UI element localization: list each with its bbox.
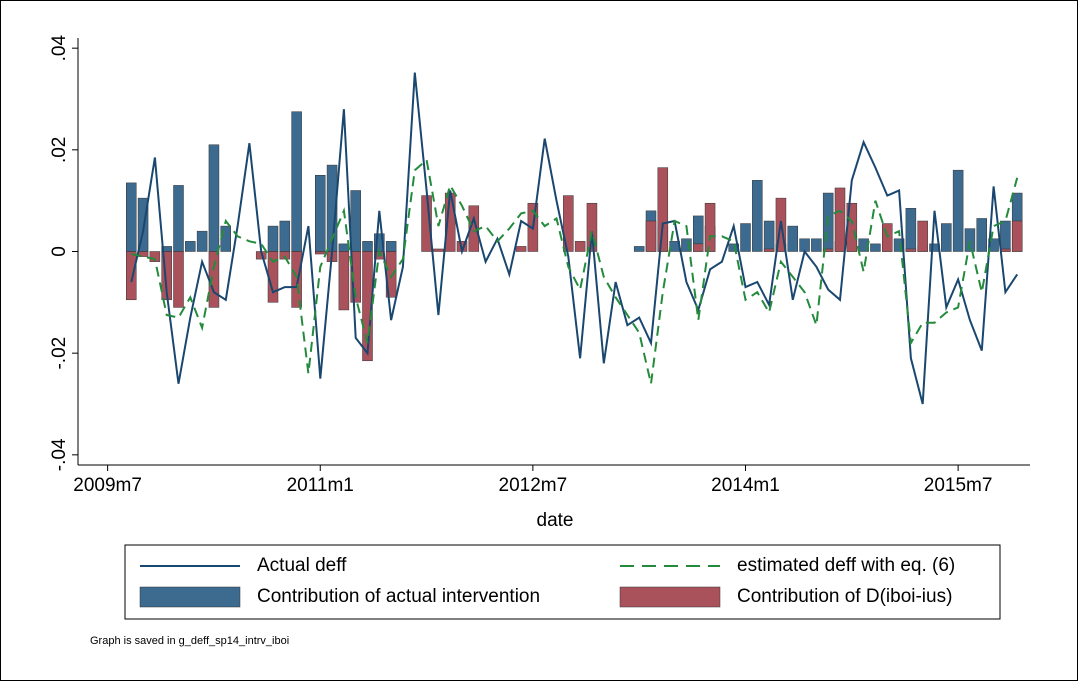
y-tick-label: 0 [49,246,70,257]
bar [208,144,220,252]
y-tick-label: -.02 [49,337,70,370]
bar [338,243,350,252]
legend-label: estimated deff with eq. (6) [737,555,955,576]
bar [1000,220,1011,252]
bar [315,251,326,255]
bar [893,238,905,252]
bar [149,251,161,262]
legend-label: Actual deff [257,555,347,576]
bar [681,238,692,252]
bar [704,202,716,252]
bar [1011,220,1023,252]
bar [657,167,669,252]
bar [185,241,196,252]
bar [763,220,775,252]
bar [574,241,586,252]
bar [350,190,361,252]
y-tick-label: -.04 [49,438,70,471]
bar [752,180,763,252]
bar [220,225,231,252]
bar [267,225,279,252]
bar [941,223,952,252]
x-tick-label: 2011m1 [287,475,354,496]
bar [917,220,928,252]
bar [811,238,822,252]
bar [905,208,917,252]
bar [173,251,184,308]
x-tick-label: 2015m7 [924,475,993,496]
bar [1000,248,1011,252]
bar [385,241,397,252]
bar [870,243,881,252]
legend-label: Contribution of D(iboi-ius) [737,586,952,607]
bar [315,175,326,252]
line [131,158,1019,384]
bar [350,251,361,303]
bar [126,251,137,301]
bar [338,251,350,311]
x-tick-label: 2012m7 [499,475,568,496]
legend-box [124,544,1001,620]
bar [196,230,208,252]
y-tick-label: .02 [49,137,70,163]
bar [362,241,373,252]
bar [952,169,964,252]
bar [633,246,645,252]
bar [763,248,775,252]
legend-symbol [619,586,721,608]
bar [882,223,893,252]
note: Graph is saved in g_deff_sp14_intrv_iboi [90,635,289,647]
x-tick-label: 2014m1 [711,475,780,496]
x-axis-label: date [537,510,574,531]
bar [799,238,810,252]
bar [362,251,373,362]
bar [279,220,291,252]
bar [291,251,302,308]
bar [787,225,798,252]
bar [822,248,834,252]
bar [173,185,184,252]
bar [905,248,917,252]
bar [563,195,574,252]
y-tick-label: .04 [49,35,70,62]
bar [834,187,846,252]
bar [976,218,987,252]
legend-symbol [139,586,241,608]
bar [433,248,444,252]
bar [291,111,302,252]
bar [586,202,598,252]
legend-label: Contribution of actual intervention [257,586,540,607]
x-tick-label: 2009m7 [73,475,142,496]
bar [645,220,657,252]
bar [740,223,751,252]
bar [693,243,704,252]
bar [964,228,976,252]
bar [515,246,527,252]
line [130,72,1019,405]
bar [279,251,291,260]
bar [126,182,137,252]
